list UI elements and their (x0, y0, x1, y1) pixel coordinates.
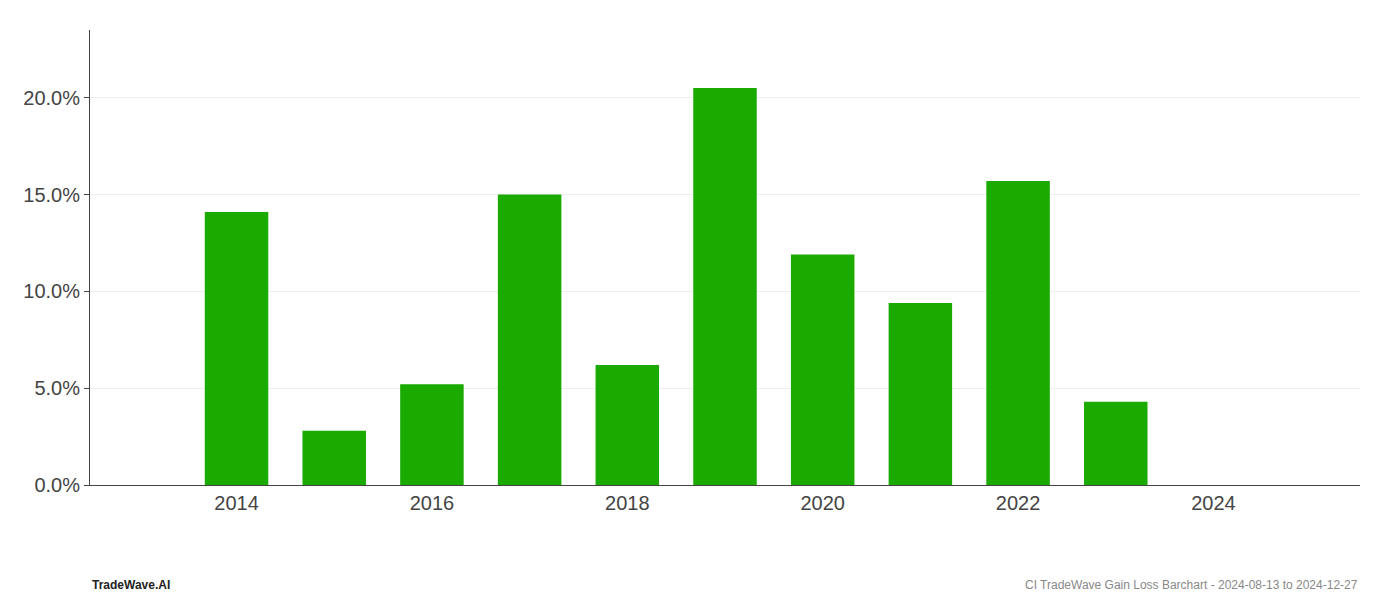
svg-text:15.0%: 15.0% (23, 184, 80, 206)
svg-text:20.0%: 20.0% (23, 87, 80, 109)
svg-text:10.0%: 10.0% (23, 280, 80, 302)
svg-text:2024: 2024 (1191, 492, 1236, 514)
svg-text:2014: 2014 (214, 492, 258, 514)
svg-text:0.0%: 0.0% (34, 474, 80, 496)
svg-text:2016: 2016 (410, 492, 455, 514)
svg-text:TradeWave.AI: TradeWave.AI (92, 578, 170, 592)
svg-text:5.0%: 5.0% (34, 377, 80, 399)
svg-text:2022: 2022 (996, 492, 1041, 514)
svg-text:CI TradeWave Gain Loss Barchar: CI TradeWave Gain Loss Barchart - 2024-0… (1025, 578, 1358, 592)
svg-text:2020: 2020 (800, 492, 845, 514)
svg-text:2018: 2018 (605, 492, 650, 514)
